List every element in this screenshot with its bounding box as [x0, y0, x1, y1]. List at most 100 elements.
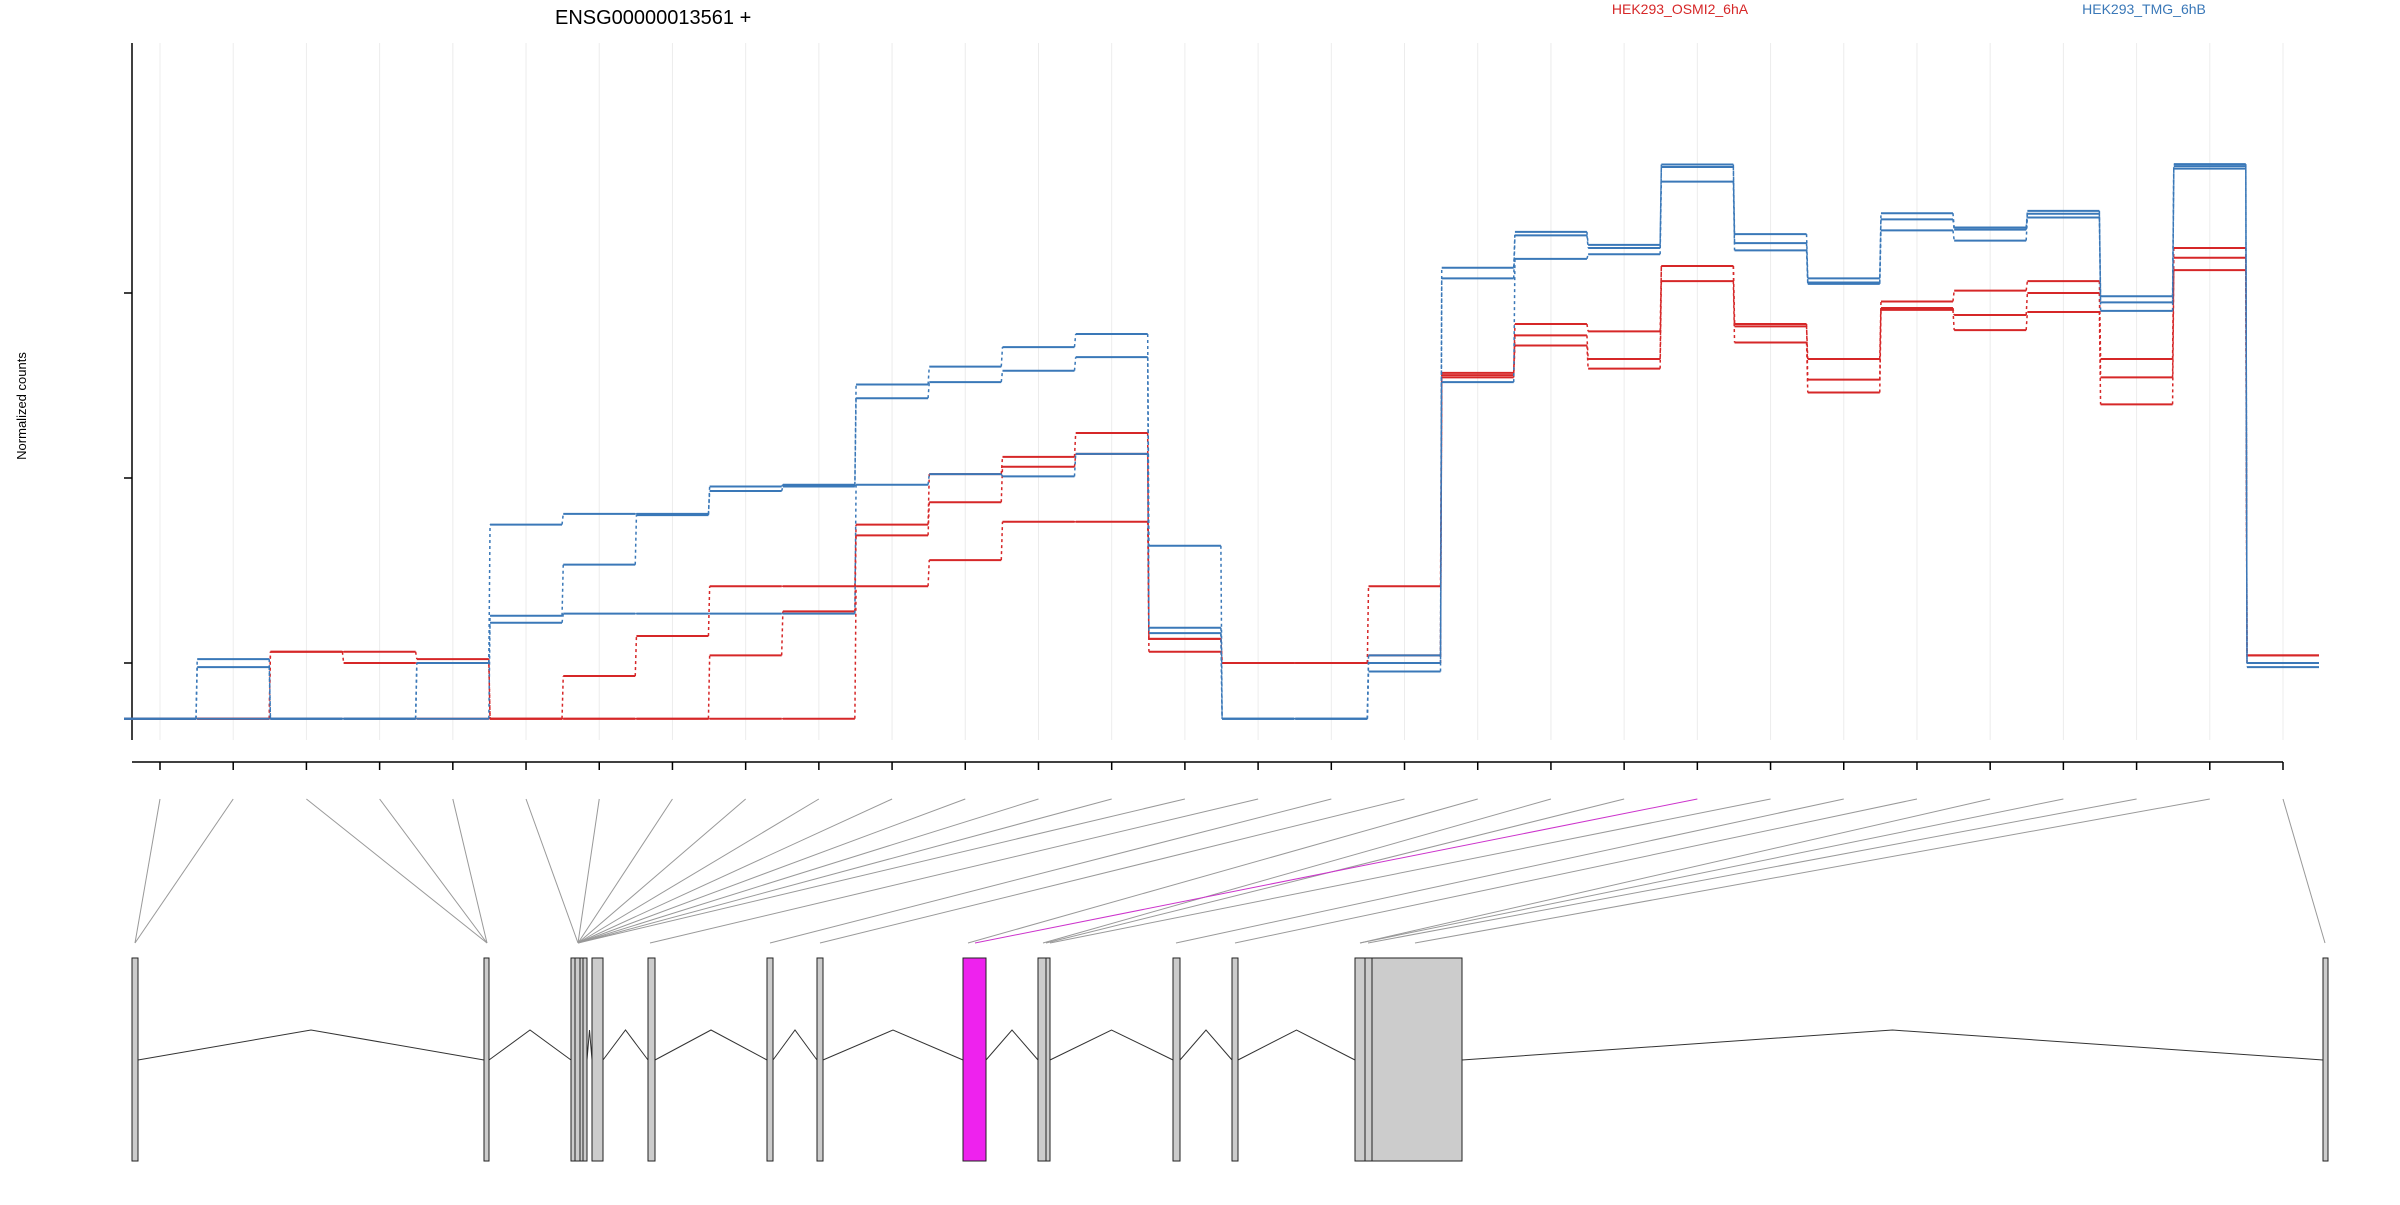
series-transition — [1879, 230, 1882, 284]
series-transition — [414, 662, 418, 719]
series-transition — [1586, 335, 1589, 359]
series-transition — [927, 366, 931, 385]
series-transition — [1366, 586, 1370, 664]
series-layer — [124, 163, 2319, 720]
series-transition — [2245, 168, 2248, 668]
exon-box — [816, 957, 824, 1162]
series-transition — [1659, 164, 1663, 245]
y-axis-label: Normalized counts — [14, 352, 29, 460]
intron-line — [772, 1029, 818, 1061]
series-transition — [414, 651, 418, 660]
series-transition — [341, 651, 345, 664]
exon-box — [131, 957, 139, 1162]
series-transition — [927, 382, 931, 399]
series-transition — [1073, 357, 1077, 371]
exon-box — [766, 957, 774, 1162]
intron-line — [985, 1029, 1039, 1061]
series-transition — [1220, 633, 1223, 719]
series-transition — [1659, 281, 1663, 369]
exon-connector-line — [134, 798, 161, 944]
series-transition — [488, 524, 491, 664]
series-transition — [1732, 265, 1736, 325]
exon-box — [1172, 957, 1181, 1162]
exon-connector-line — [577, 798, 1039, 944]
series-transition — [707, 655, 711, 719]
exon-box — [1371, 957, 1463, 1162]
series-transition — [1000, 370, 1004, 383]
exon-box — [591, 957, 604, 1162]
exon-box — [1045, 957, 1051, 1162]
exon-box — [1364, 957, 1373, 1162]
series-transition — [2171, 270, 2175, 405]
exon-box — [574, 957, 581, 1162]
legend-label-tmg: HEK293_TMG_6hB — [2082, 1, 2206, 17]
series-transition — [1805, 342, 1809, 393]
exon-connector-line — [379, 798, 488, 944]
series-transition — [195, 667, 198, 719]
exon-connector-line — [2282, 798, 2326, 944]
intron-line — [137, 1029, 485, 1061]
exon-connector-line — [577, 798, 600, 944]
exon-connector-line — [649, 798, 1259, 944]
exon-connector-line — [1042, 798, 1552, 944]
gene-model-layer — [131, 957, 2329, 1162]
series-transition — [1952, 219, 1955, 230]
series-transition — [1073, 453, 1077, 477]
intron-line — [488, 1029, 572, 1061]
exon-box — [647, 957, 656, 1162]
series-transition — [561, 513, 564, 525]
series-transition — [1586, 254, 1589, 260]
series-transition — [2025, 292, 2029, 316]
series-transition — [707, 491, 711, 516]
series-transition — [634, 635, 638, 677]
series-transition — [854, 586, 857, 719]
series-transition — [1512, 235, 1516, 279]
series-transition — [1000, 456, 1004, 475]
exon-connector-line — [967, 798, 1478, 944]
exon-connector-layer — [134, 798, 2326, 944]
exon-box — [1037, 957, 1047, 1162]
series-transition — [1952, 230, 1955, 241]
axes-layer: ENSG00000013561 + HEK293_OSMI2_6hA HEK29… — [14, 1, 2284, 770]
series-transition — [781, 484, 784, 487]
exon-connector-line — [974, 798, 1698, 944]
exon-connector-line — [1049, 798, 1771, 944]
exon-box — [483, 957, 490, 1162]
series-transition — [1659, 181, 1663, 255]
series-transition — [2245, 164, 2248, 664]
chart-title: ENSG00000013561 + — [555, 7, 751, 29]
series-transition — [2025, 210, 2029, 228]
exon-connector-line — [577, 798, 746, 944]
series-transition — [1073, 433, 1077, 457]
intron-line — [1237, 1029, 1356, 1061]
series-transition — [1073, 453, 1077, 467]
series-transition — [927, 502, 931, 536]
series-1-2 — [124, 167, 2319, 720]
intron-line — [586, 1029, 593, 1061]
series-transition — [561, 564, 564, 616]
series-transition — [780, 486, 784, 492]
exon-connector-line — [1367, 798, 2137, 944]
series-transition — [707, 586, 711, 636]
exon-box — [1354, 957, 1366, 1162]
series-transition — [854, 384, 857, 485]
series-transition — [1586, 345, 1589, 369]
series-transition — [488, 622, 491, 719]
exon-connector-line — [134, 798, 234, 944]
series-transition — [1952, 290, 1955, 302]
series-transition — [2245, 166, 2248, 664]
exon-connector-line — [1414, 798, 2210, 944]
series-transition — [927, 473, 931, 485]
series-transition — [1439, 382, 1443, 672]
series-transition — [1732, 281, 1736, 343]
series-transition — [1586, 231, 1589, 245]
series-transition — [1366, 671, 1370, 719]
series-transition — [1000, 473, 1004, 477]
exon-box — [582, 957, 588, 1162]
exon-connector-line — [819, 798, 1405, 944]
exon-connector-line — [525, 798, 579, 944]
series-transition — [1879, 309, 1882, 393]
series-transition — [780, 611, 784, 656]
